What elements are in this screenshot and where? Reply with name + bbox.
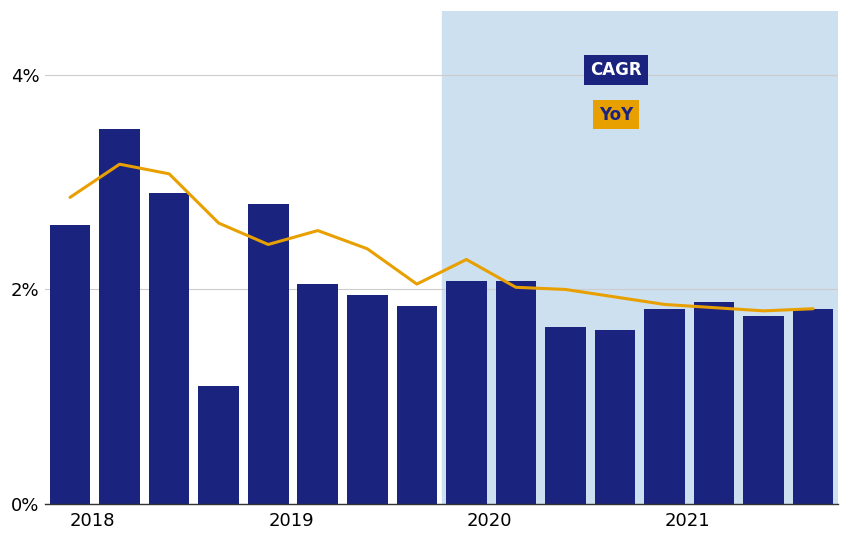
Bar xyxy=(297,284,338,504)
Bar xyxy=(396,306,437,504)
Bar xyxy=(347,295,388,504)
Bar xyxy=(743,316,784,504)
Bar xyxy=(199,386,239,504)
Bar xyxy=(248,204,289,504)
Bar xyxy=(441,11,838,504)
Bar xyxy=(545,327,586,504)
Bar xyxy=(793,309,834,504)
Bar xyxy=(496,281,537,504)
Text: CAGR: CAGR xyxy=(590,61,642,79)
Text: YoY: YoY xyxy=(599,105,633,123)
Bar xyxy=(446,281,486,504)
Bar xyxy=(99,129,140,504)
Bar xyxy=(149,193,189,504)
Bar xyxy=(644,309,685,504)
Bar xyxy=(50,225,90,504)
Bar xyxy=(694,302,734,504)
Bar xyxy=(594,330,635,504)
